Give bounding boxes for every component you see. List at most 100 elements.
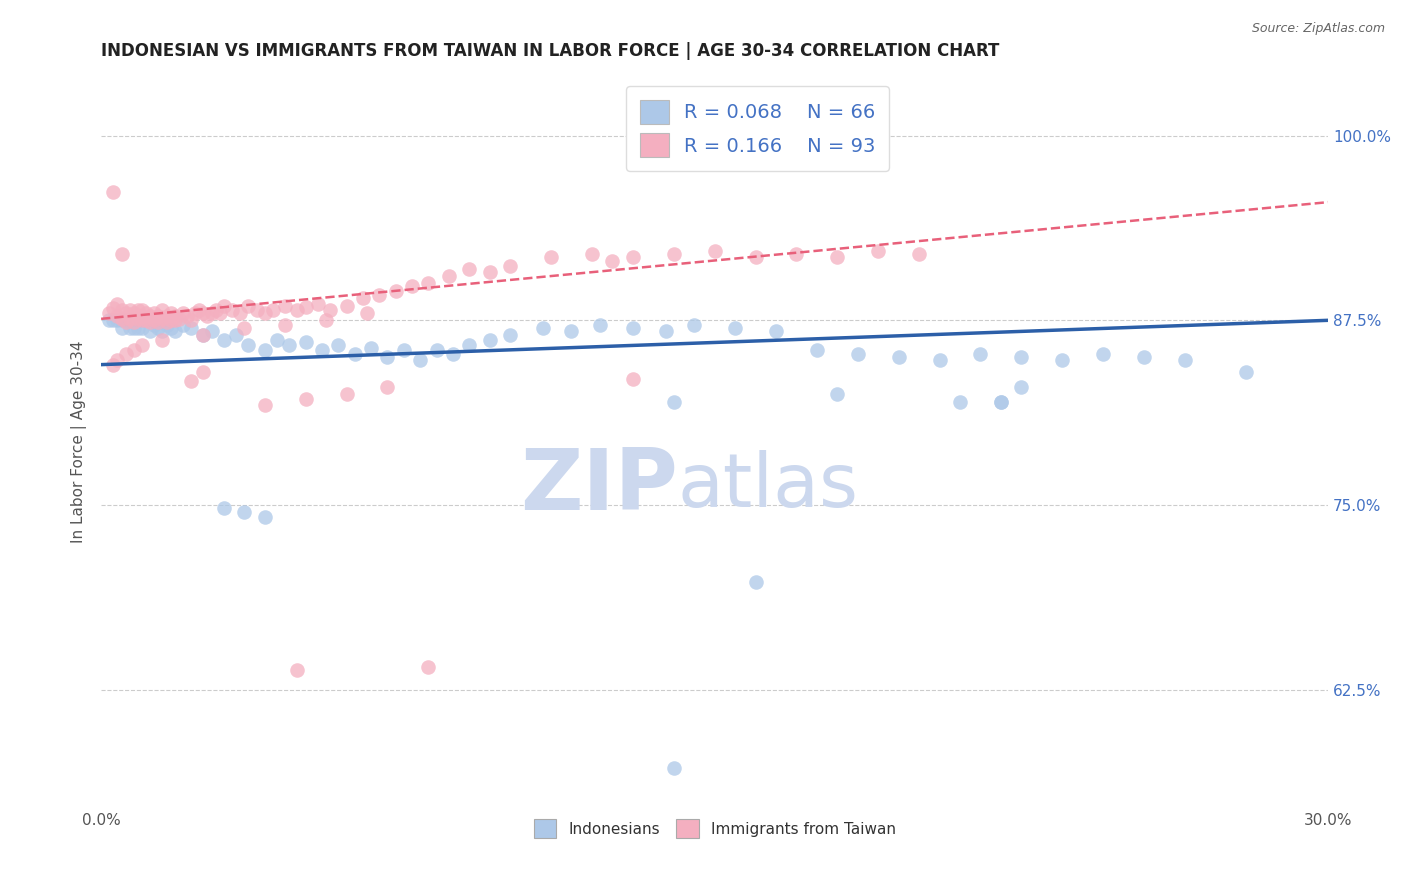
Point xyxy=(294,300,316,314)
Point xyxy=(418,277,440,291)
Point xyxy=(131,309,153,323)
Point xyxy=(98,306,121,320)
Point xyxy=(135,313,157,327)
Point xyxy=(122,306,145,320)
Point xyxy=(1092,347,1115,361)
Text: atlas: atlas xyxy=(678,450,859,523)
Point xyxy=(118,320,141,334)
Point xyxy=(152,311,174,326)
Point xyxy=(377,350,399,364)
Point xyxy=(200,306,222,320)
Point xyxy=(131,320,153,334)
Point xyxy=(621,320,644,334)
Point xyxy=(193,328,215,343)
Point xyxy=(266,333,288,347)
Point xyxy=(287,303,309,318)
Point xyxy=(969,347,991,361)
Point xyxy=(744,574,766,589)
Point xyxy=(200,324,222,338)
Point xyxy=(172,318,194,332)
Point xyxy=(245,303,267,318)
Point xyxy=(253,397,276,411)
Point xyxy=(990,394,1012,409)
Point xyxy=(114,306,136,320)
Point xyxy=(990,394,1012,409)
Point xyxy=(127,303,149,318)
Point xyxy=(253,509,276,524)
Point xyxy=(118,311,141,326)
Point xyxy=(110,311,132,326)
Point xyxy=(294,392,316,406)
Point xyxy=(110,313,132,327)
Point xyxy=(107,353,129,368)
Point xyxy=(212,333,235,347)
Point xyxy=(159,306,181,320)
Point xyxy=(352,291,374,305)
Point xyxy=(122,343,145,357)
Point xyxy=(1133,350,1156,364)
Text: Source: ZipAtlas.com: Source: ZipAtlas.com xyxy=(1251,22,1385,36)
Text: ZIP: ZIP xyxy=(520,444,678,527)
Point xyxy=(581,247,603,261)
Point xyxy=(724,320,747,334)
Point xyxy=(135,313,157,327)
Point xyxy=(356,306,378,320)
Point xyxy=(163,309,186,323)
Point xyxy=(103,185,125,199)
Point xyxy=(122,315,145,329)
Point xyxy=(148,309,170,323)
Point xyxy=(114,313,136,327)
Point xyxy=(806,343,828,357)
Point xyxy=(159,313,181,327)
Point xyxy=(208,306,231,320)
Point xyxy=(127,320,149,334)
Point xyxy=(401,279,423,293)
Point xyxy=(238,338,260,352)
Point xyxy=(478,333,501,347)
Point xyxy=(315,313,337,327)
Point xyxy=(180,374,202,388)
Point xyxy=(139,324,162,338)
Point xyxy=(139,309,162,323)
Point xyxy=(148,320,170,334)
Point xyxy=(159,320,181,334)
Point xyxy=(225,328,247,343)
Point xyxy=(384,284,406,298)
Point xyxy=(602,254,624,268)
Point xyxy=(928,353,950,368)
Point xyxy=(131,338,153,352)
Point xyxy=(131,313,153,327)
Point xyxy=(212,500,235,515)
Point xyxy=(98,313,121,327)
Point xyxy=(360,342,382,356)
Point xyxy=(621,250,644,264)
Point xyxy=(155,318,177,332)
Point xyxy=(1010,380,1032,394)
Point xyxy=(703,244,725,258)
Point xyxy=(662,761,685,775)
Point xyxy=(163,324,186,338)
Point xyxy=(377,380,399,394)
Point xyxy=(193,365,215,379)
Point xyxy=(122,320,145,334)
Point xyxy=(949,394,972,409)
Point xyxy=(287,664,309,678)
Point xyxy=(127,311,149,326)
Point xyxy=(118,313,141,327)
Point xyxy=(184,306,207,320)
Point xyxy=(193,328,215,343)
Point xyxy=(1174,353,1197,368)
Point xyxy=(409,353,432,368)
Point xyxy=(110,303,132,318)
Point xyxy=(233,505,256,519)
Point xyxy=(683,318,706,332)
Point xyxy=(253,306,276,320)
Point xyxy=(343,347,366,361)
Point xyxy=(107,309,129,323)
Legend: Indonesians, Immigrants from Taiwan: Indonesians, Immigrants from Taiwan xyxy=(527,814,901,844)
Point xyxy=(307,297,329,311)
Point xyxy=(274,318,297,332)
Point xyxy=(274,299,297,313)
Point xyxy=(827,387,849,401)
Point xyxy=(328,338,350,352)
